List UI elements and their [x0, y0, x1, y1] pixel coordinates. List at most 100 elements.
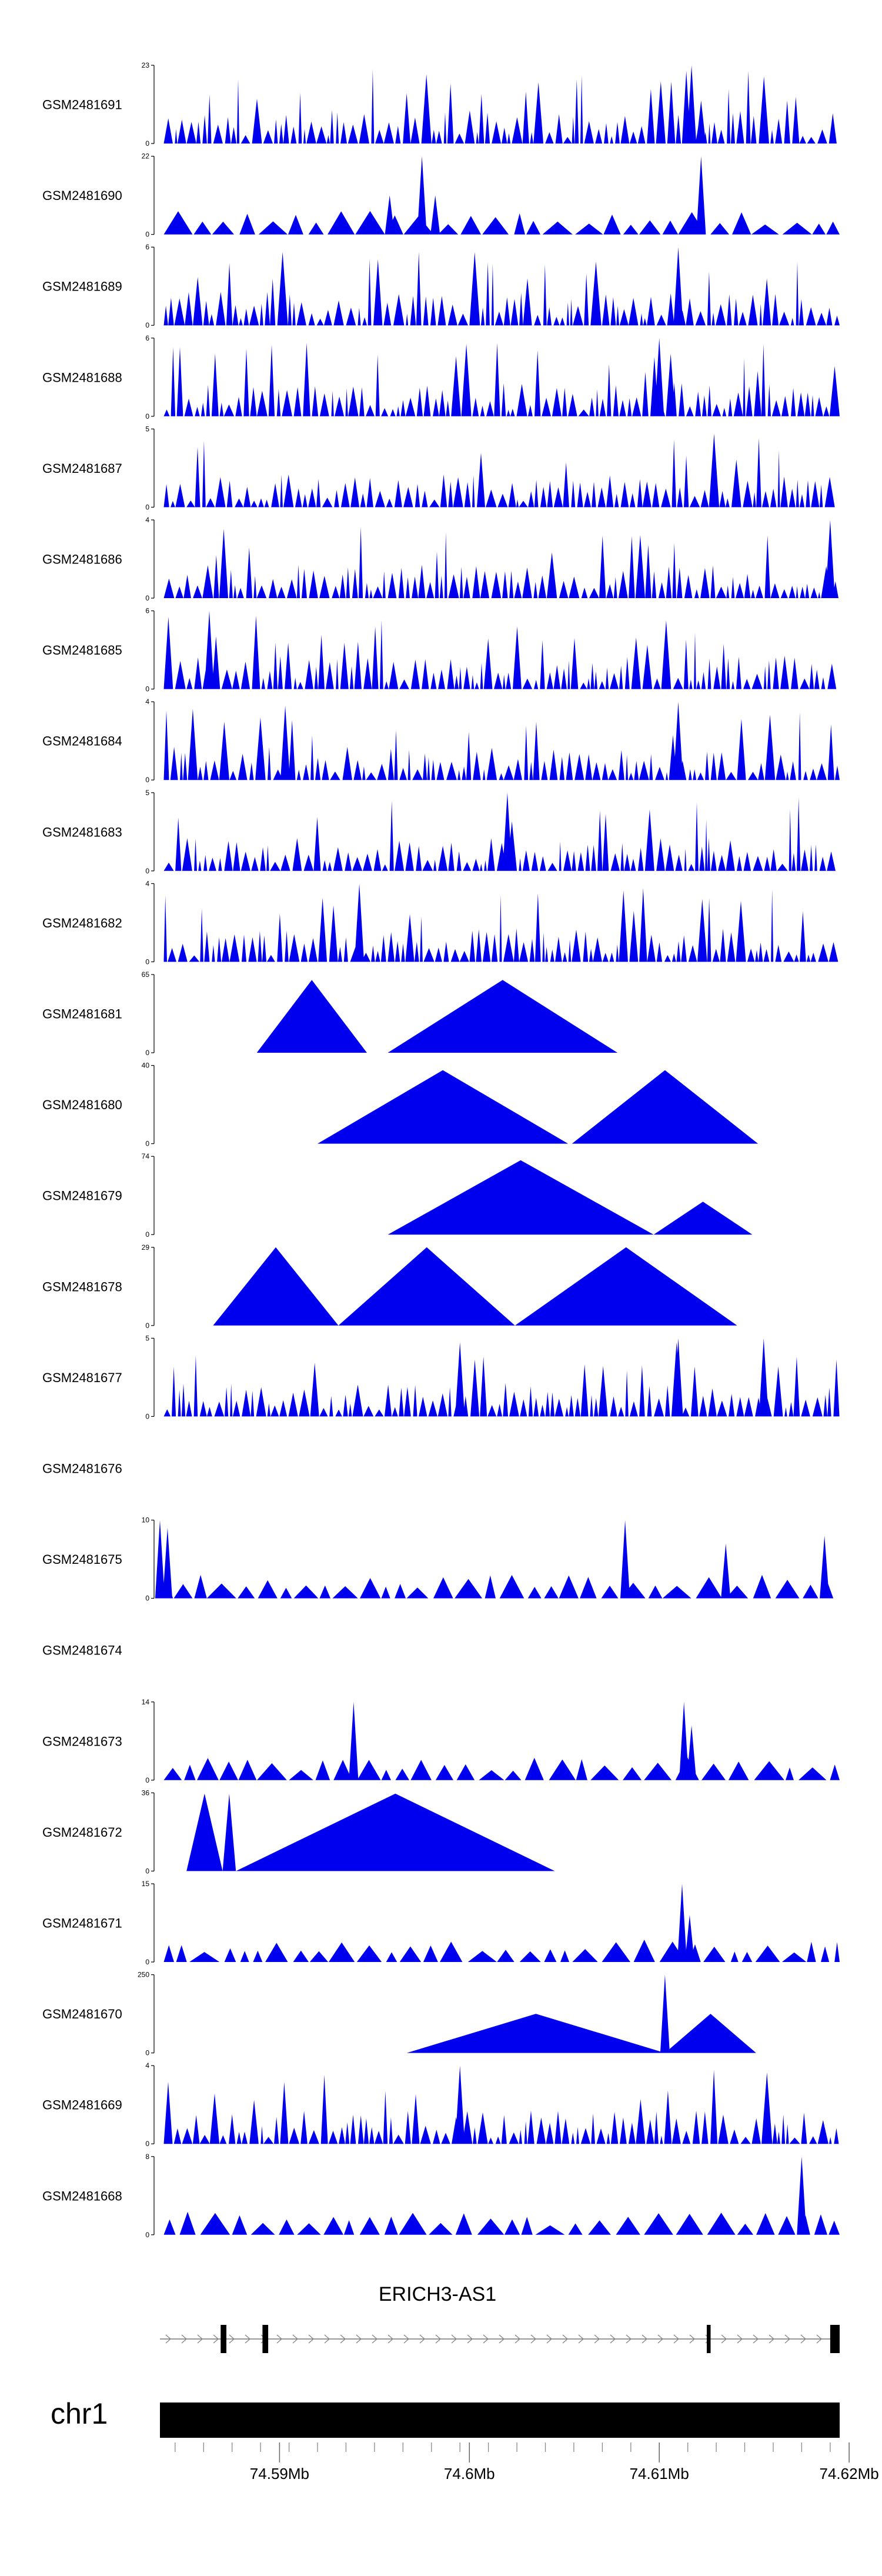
y-tick-label: 0 [145, 867, 149, 875]
chromosome-band [160, 2403, 840, 2438]
coverage-area [163, 702, 840, 780]
strand-arrow [372, 2334, 378, 2344]
y-tick-label: 4 [145, 516, 149, 524]
track-label: GSM2481680 [42, 1097, 122, 1112]
y-tick-label: 0 [145, 1867, 149, 1875]
track-GSM2481682: GSM2481682 4 0 [42, 879, 838, 966]
y-tick-label: 5 [145, 1334, 149, 1342]
y-tick-label: 40 [142, 1062, 150, 1070]
y-tick-label: 0 [145, 957, 149, 966]
y-tick-label: 23 [142, 61, 150, 69]
y-tick-label: 250 [138, 1971, 149, 1979]
coverage-area [155, 1520, 834, 1599]
strand-arrow [673, 2334, 680, 2344]
coverage-area [163, 1884, 840, 1962]
gene-track: ERICH3-AS1 [160, 2283, 840, 2353]
track-label: GSM2481670 [42, 2007, 122, 2021]
y-tick-label: 6 [145, 243, 149, 251]
y-tick-label: 5 [145, 789, 149, 797]
track-GSM2481675: GSM2481675 10 0 [42, 1516, 834, 1603]
coverage-area [213, 1247, 737, 1326]
gene-exon [220, 2325, 226, 2353]
track-label: GSM2481686 [42, 552, 122, 567]
y-tick-label: 0 [145, 1230, 149, 1239]
track-GSM2481688: GSM2481688 6 0 [42, 334, 840, 421]
track-label: GSM2481681 [42, 1007, 122, 1022]
y-tick-label: 4 [145, 698, 149, 706]
gene-exon [707, 2325, 711, 2353]
track-GSM2481672: GSM2481672 36 0 [42, 1788, 555, 1875]
track-GSM2481678: GSM2481678 29 0 [42, 1243, 737, 1330]
coverage-area [163, 65, 837, 144]
track-label: GSM2481671 [42, 1916, 122, 1931]
track-label: GSM2481677 [42, 1370, 122, 1385]
y-tick-label: 0 [145, 2049, 149, 2057]
strand-arrow [245, 2334, 251, 2344]
track-GSM2481691: GSM2481691 23 0 [42, 61, 837, 148]
track-label: GSM2481685 [42, 643, 122, 658]
strand-arrow [816, 2334, 823, 2344]
track-label: GSM2481676 [42, 1461, 122, 1476]
axis-tick-label: 74.59Mb [250, 2465, 309, 2482]
track-GSM2481683: GSM2481683 5 0 [42, 789, 836, 875]
y-tick-label: 65 [142, 970, 150, 979]
strand-arrow [356, 2334, 362, 2344]
strand-arrow [467, 2334, 473, 2344]
strand-arrow [292, 2334, 299, 2344]
genome-axis: 74.59Mb 74.6Mb 74.61Mb 74.62Mb [175, 2442, 879, 2482]
strand-arrow [769, 2334, 775, 2344]
y-tick-label: 10 [142, 1516, 150, 1524]
track-GSM2481679: GSM2481679 74 0 [42, 1152, 753, 1239]
y-tick-label: 0 [145, 321, 149, 329]
y-tick-label: 0 [145, 1958, 149, 1966]
track-label: GSM2481689 [42, 279, 122, 294]
coverage-area [163, 247, 840, 326]
strand-arrow [546, 2334, 553, 2344]
strand-arrow [197, 2334, 203, 2344]
track-label: GSM2481682 [42, 916, 122, 930]
track-label: GSM2481679 [42, 1189, 122, 1203]
track-label: GSM2481691 [42, 98, 122, 112]
track-GSM2481687: GSM2481687 5 0 [42, 425, 835, 511]
track-label: GSM2481669 [42, 2098, 122, 2113]
coverage-area [163, 883, 838, 962]
y-tick-label: 29 [142, 1243, 150, 1252]
y-tick-label: 0 [145, 503, 149, 511]
strand-arrow [594, 2334, 600, 2344]
track-label: GSM2481674 [42, 1643, 122, 1658]
data-tracks: GSM2481691230GSM2481690220GSM248168960GS… [42, 61, 840, 2239]
strand-arrow [721, 2334, 727, 2344]
strand-arrow [308, 2334, 315, 2344]
strand-arrow [324, 2334, 330, 2344]
y-tick-label: 0 [145, 1322, 149, 1330]
gene-exon [830, 2325, 840, 2353]
strand-arrow [784, 2334, 791, 2344]
strand-arrow [165, 2334, 172, 2344]
track-label: GSM2481683 [42, 825, 122, 839]
y-tick-label: 0 [145, 1594, 149, 1603]
track-label: GSM2481684 [42, 734, 122, 749]
track-label: GSM2481678 [42, 1279, 122, 1294]
coverage-area [186, 1793, 555, 1871]
coverage-area [163, 792, 836, 871]
chromosome-label: chr1 [51, 2397, 108, 2430]
y-tick-label: 0 [145, 1049, 149, 1057]
y-tick-label: 74 [142, 1152, 150, 1160]
coverage-area [387, 1160, 753, 1235]
strand-arrow [419, 2334, 426, 2344]
coverage-area [256, 980, 618, 1053]
y-tick-label: 22 [142, 152, 150, 161]
track-GSM2481668: GSM2481668 8 0 [42, 2153, 840, 2239]
coverage-area [163, 1338, 840, 1417]
coverage-area [163, 433, 835, 508]
y-tick-label: 4 [145, 2061, 149, 2070]
track-GSM2481673: GSM2481673 14 0 [42, 1698, 840, 1784]
y-tick-label: 15 [142, 1880, 150, 1888]
strand-arrow [753, 2334, 759, 2344]
strand-arrow [229, 2334, 235, 2344]
strand-arrow [530, 2334, 537, 2344]
track-GSM2481689: GSM2481689 6 0 [42, 243, 840, 329]
strand-arrow [435, 2334, 442, 2344]
strand-arrow [340, 2334, 346, 2344]
track-label: GSM2481668 [42, 2188, 122, 2203]
